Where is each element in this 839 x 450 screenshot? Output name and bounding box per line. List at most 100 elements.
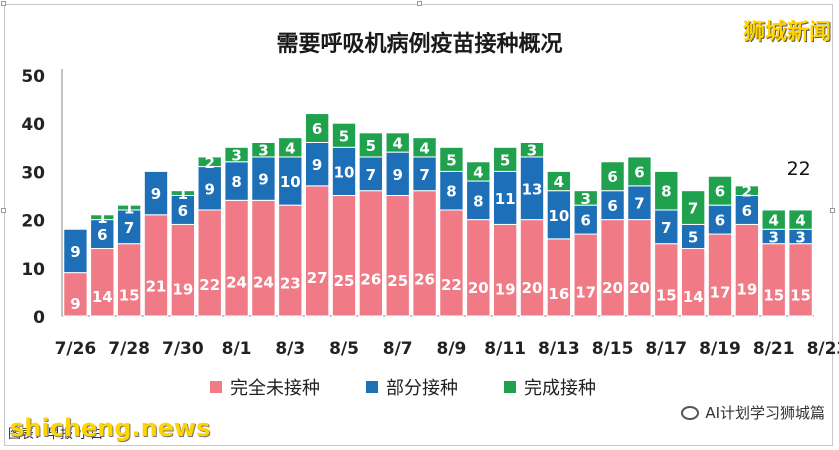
bar-segment-full [439,146,464,172]
data-label: 22 [199,276,220,294]
bar-segment-unvaccinated [707,233,733,317]
data-label: 6 [607,197,617,215]
x-tick-label: 8/23 [807,339,839,359]
data-label: 19 [736,281,757,299]
data-label: 13 [522,180,543,198]
legend: 完全未接种 部分接种 完成接种 [210,374,596,400]
bar-segment-unvaccinated [358,190,384,317]
data-label: 22 [441,276,462,294]
data-label: 17 [710,283,731,301]
data-label: 4 [768,212,778,230]
resize-handle-right[interactable] [830,208,835,213]
data-label: 8 [231,173,241,191]
data-label: 24 [253,273,274,291]
bar-segment-full [197,156,222,168]
data-label: 26 [414,270,435,288]
data-label: 20 [602,279,623,297]
data-label: 3 [795,228,805,246]
data-label: 15 [790,286,811,304]
data-label: 6 [312,120,322,138]
bar-segment-unvaccinated [546,238,572,317]
data-label: 26 [360,270,381,288]
bar-segment-unvaccinated [143,214,169,317]
bar-segment-unvaccinated [116,243,142,317]
legend-label-unvaccinated: 完全未接种 [230,378,320,399]
chart-source: 图表：早报 小白 [8,427,104,442]
legend-label-partial: 部分接种 [386,378,458,399]
bar-segment-full [600,161,625,192]
bar-segment-full [546,170,572,192]
data-label: 2 [204,154,214,172]
bar-segment-full [331,122,357,148]
bar-segment-full [680,190,706,225]
bar-segment-unvaccinated [170,223,196,317]
data-label: 8 [446,183,456,201]
bar-segment-unvaccinated [492,223,518,317]
data-label: 3 [231,147,241,165]
legend-label-full: 完成接种 [524,378,596,399]
data-label: 9 [392,166,402,184]
x-tick-label: 7/26 [55,339,97,359]
data-label: 7 [419,166,429,184]
data-label: 7 [366,166,376,184]
data-label: 1 [178,185,188,203]
resize-handle-left[interactable] [1,208,6,213]
bar-segment-unvaccinated [519,219,545,317]
resize-handle-top-left[interactable] [1,1,6,6]
bar-segment-full [734,185,760,197]
data-label: 4 [419,139,429,157]
bar-segment-full [358,132,384,158]
data-label: 10 [280,173,301,191]
x-tick-label: 8/21 [753,339,795,359]
legend-item-unvaccinated: 完全未接种 [210,374,320,400]
data-label: 21 [146,278,167,296]
resize-handle-top[interactable] [417,1,422,6]
data-label: 10 [334,163,355,181]
data-label: 4 [473,163,483,181]
bar-segment-full [278,137,303,158]
y-tick-label: 0 [33,308,45,328]
legend-item-partial: 部分接种 [366,374,458,400]
bar-segment-unvaccinated [304,185,330,317]
data-label: 6 [178,202,188,220]
data-label: 6 [715,212,725,230]
data-label: 19 [172,281,193,299]
x-tick-label: 7/30 [162,339,204,359]
bar-segment-unvaccinated [197,209,222,317]
y-tick-label: 20 [21,212,45,232]
legend-swatch-partial [366,381,378,393]
bar-segment-full [707,175,733,206]
data-label: 7 [688,200,698,218]
bar-segment-unvaccinated [412,190,437,317]
data-label: 14 [92,288,113,306]
bar-segment-full [251,141,276,158]
data-label: 25 [387,272,408,290]
bar-segment-unvaccinated [439,209,464,317]
data-label: 23 [280,275,301,293]
data-label: 4 [795,212,805,230]
data-label: 8 [473,192,483,210]
bar-segment-unvaccinated [788,243,813,317]
data-label: 1 [124,200,134,218]
data-label: 5 [500,151,510,169]
x-tick-label: 8/17 [645,339,687,359]
data-label: 4 [554,173,564,191]
data-label: 15 [763,286,784,304]
chart-title: 需要呼吸机病例疫苗接种概况 [276,32,563,57]
last-total-label: 22 [786,157,811,180]
data-label: 5 [688,228,698,246]
data-label: 9 [70,295,80,313]
data-label: 5 [366,137,376,155]
data-label: 6 [97,226,107,244]
data-label: 11 [495,190,516,208]
data-label: 2 [742,183,752,201]
bar-segment-full [654,170,679,211]
data-label: 6 [742,202,752,220]
legend-swatch-unvaccinated [210,381,222,393]
x-tick-label: 8/7 [383,339,413,359]
x-tick-label: 8/11 [484,339,526,359]
bar-segment-full [573,190,598,206]
bar-segment-full [519,141,545,158]
y-tick-label: 50 [21,67,45,87]
data-label: 24 [226,273,247,291]
